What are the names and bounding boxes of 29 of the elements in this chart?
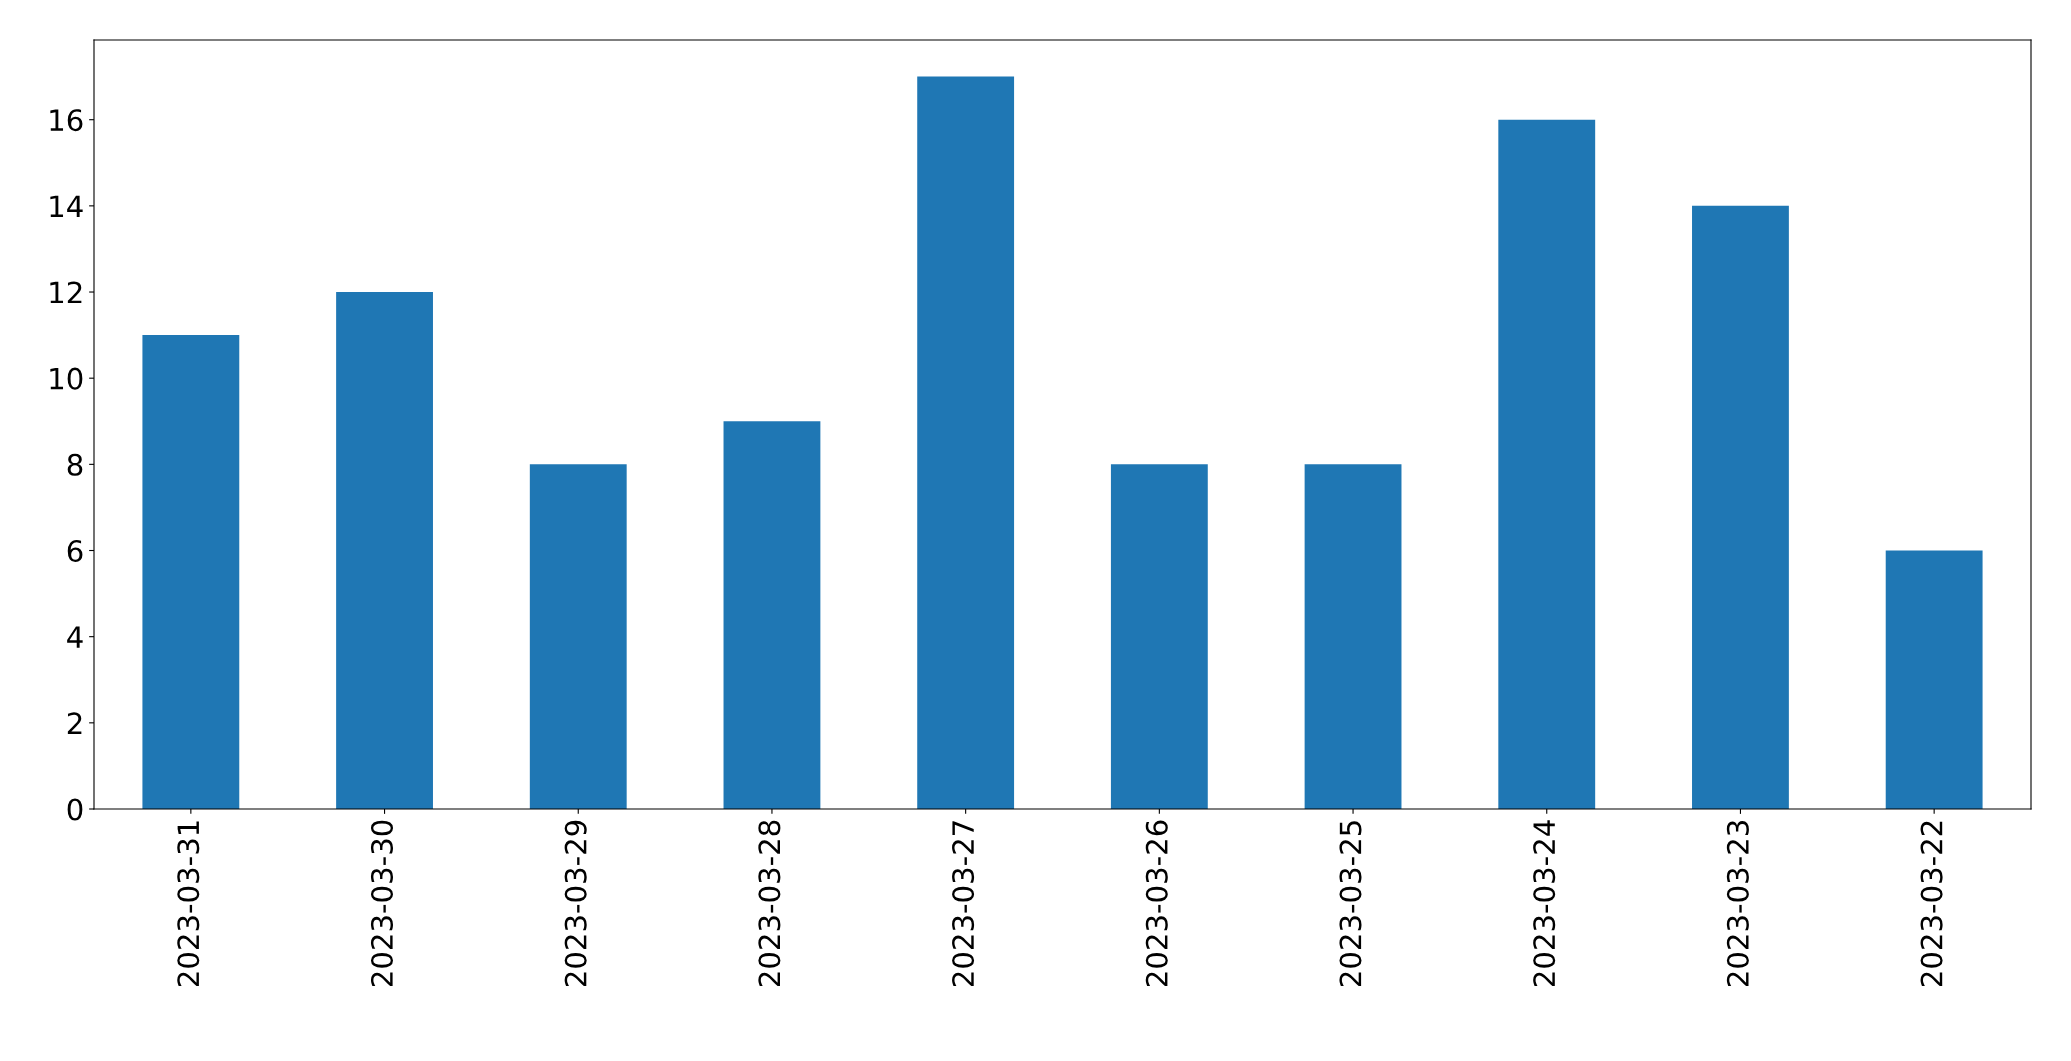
bar: [723, 421, 821, 809]
x-tick-label: 2023-03-30: [370, 820, 394, 987]
y-tick-label: 8: [67, 453, 83, 476]
x-tick-label: 2023-03-25: [1339, 821, 1362, 987]
bar: [1498, 119, 1596, 809]
bar: [529, 464, 627, 809]
y-tick-label: 0: [67, 798, 83, 821]
x-tick-label: 2023-03-27: [952, 821, 975, 987]
bar: [336, 292, 433, 809]
bar: [1110, 464, 1208, 809]
y-tick-label: 2: [67, 712, 82, 734]
y-tick-label: 10: [50, 367, 83, 390]
x-tick-label: 2023-03-23: [1726, 821, 1749, 987]
bar: [142, 335, 240, 809]
x-tick-label: 2023-03-22: [1920, 821, 1943, 987]
y-tick-label: 4: [67, 626, 83, 648]
y-tick-label: 6: [67, 539, 83, 563]
x-tick-label: 2023-03-28: [758, 820, 781, 987]
x-tick-label: 2023-03-29: [564, 820, 587, 987]
bar: [917, 76, 1015, 809]
x-tick-label: 2023-03-24: [1533, 820, 1556, 987]
x-tick-label: 2023-03-31: [177, 821, 200, 987]
bar: [1885, 550, 1983, 809]
y-tick-label: 12: [50, 281, 82, 304]
bar: [1304, 464, 1402, 809]
bar: [1692, 205, 1789, 809]
y-tick-label: 16: [50, 109, 83, 132]
x-tick-label: 2023-03-26: [1145, 820, 1168, 987]
y-tick-label: 14: [50, 195, 83, 217]
